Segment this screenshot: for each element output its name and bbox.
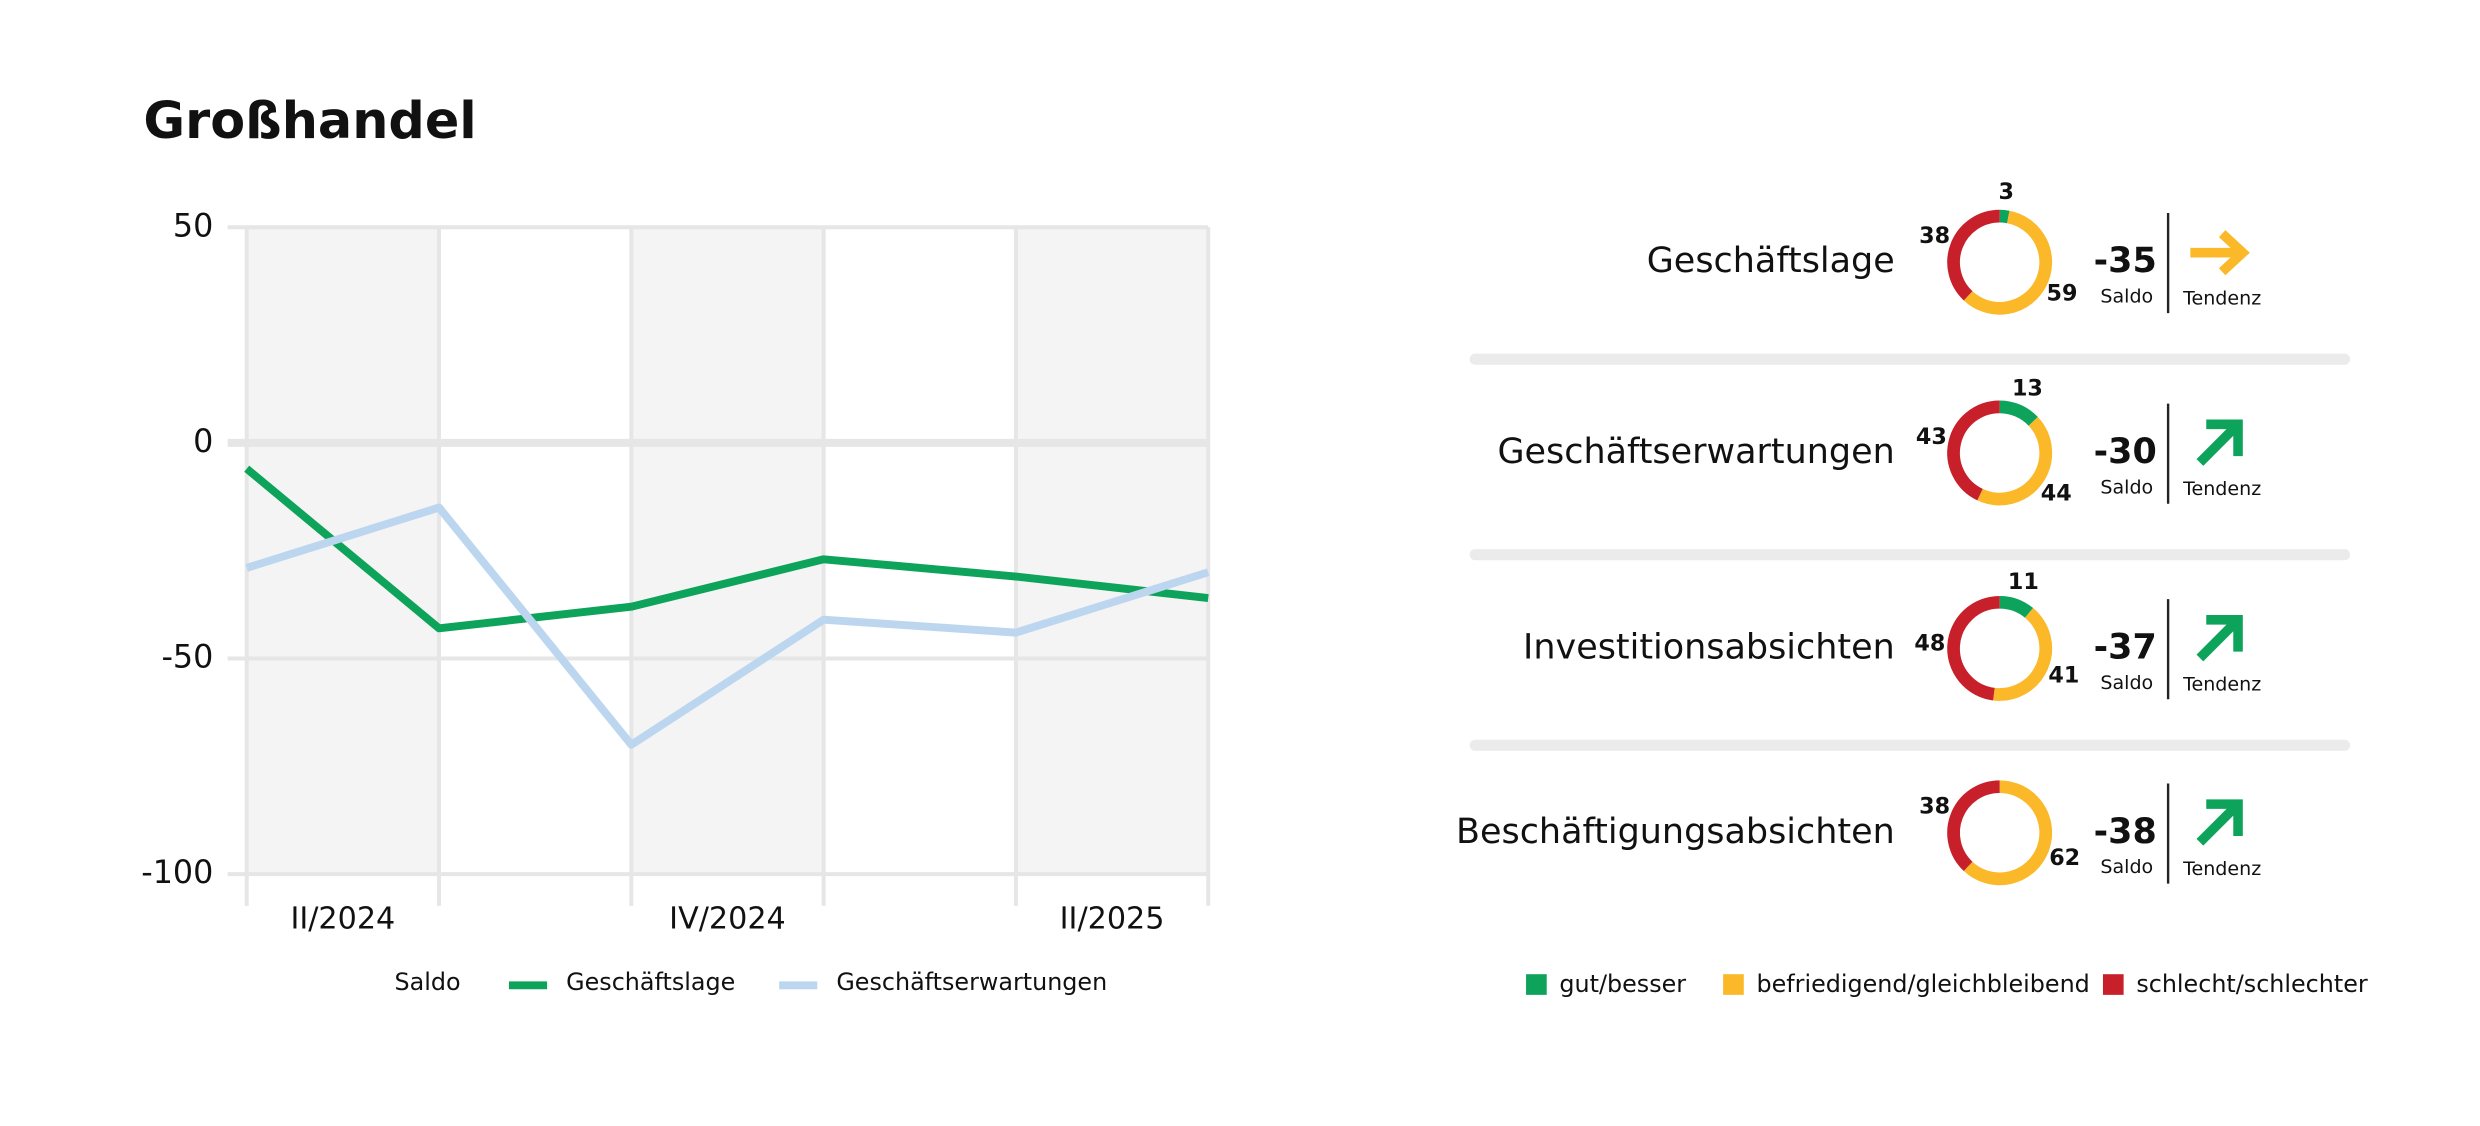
donut-label: 44 bbox=[2041, 481, 2072, 507]
donut-segment bbox=[1963, 780, 2053, 886]
donut-segment bbox=[1977, 417, 2053, 506]
donut-label: 59 bbox=[2046, 280, 2077, 306]
donut-label: 41 bbox=[2048, 663, 2079, 689]
donut-label: 38 bbox=[1919, 794, 1950, 820]
donut-segment bbox=[1999, 209, 2010, 224]
trend-arrow bbox=[2190, 230, 2250, 276]
saldo-value: -38 bbox=[2094, 812, 2157, 852]
row-title: Beschäftigungsabsichten bbox=[1456, 812, 1895, 852]
donut-label: 62 bbox=[2049, 845, 2080, 871]
page-title: Großhandel bbox=[143, 91, 476, 150]
line-series bbox=[245, 503, 1210, 749]
trend-label: Tendenz bbox=[2182, 858, 2261, 880]
trend-label: Tendenz bbox=[2182, 478, 2261, 500]
trend-label: Tendenz bbox=[2182, 673, 2261, 695]
legend-label: gut/besser bbox=[1559, 970, 1686, 998]
saldo-label: Saldo bbox=[2100, 856, 2153, 878]
x-tick-label: IV/2024 bbox=[669, 902, 786, 937]
donut-segment bbox=[1947, 595, 2000, 701]
legend-label: befriedigend/gleichbleibend bbox=[1757, 970, 2090, 998]
donut-label: 43 bbox=[1916, 424, 1947, 450]
donut-label: 38 bbox=[1919, 223, 1950, 249]
y-tick-label: -100 bbox=[141, 855, 213, 891]
donut-label: 48 bbox=[1914, 631, 1945, 657]
trend-arrow bbox=[2196, 615, 2243, 662]
donut-segment bbox=[1999, 400, 2038, 426]
saldo-label: Saldo bbox=[2100, 476, 2153, 498]
saldo-value: -37 bbox=[2094, 627, 2157, 667]
y-tick-label: 0 bbox=[193, 424, 213, 460]
legend-label: Geschäftslage bbox=[566, 968, 735, 996]
donut-segment bbox=[1993, 608, 2053, 701]
donut-segment bbox=[1947, 209, 2000, 301]
legend-label: schlecht/schlechter bbox=[2136, 970, 2368, 998]
trend-arrow bbox=[2196, 799, 2243, 846]
trend-label: Tendenz bbox=[2182, 287, 2261, 309]
band bbox=[631, 227, 824, 875]
band bbox=[1015, 227, 1209, 875]
donut-label: 3 bbox=[1998, 179, 2013, 205]
legend-swatch bbox=[1723, 974, 1744, 995]
y-tick-label: -50 bbox=[161, 639, 213, 675]
row-title: Investitionsabsichten bbox=[1523, 627, 1895, 667]
donut-label: 13 bbox=[2012, 375, 2043, 401]
x-tick-label: II/2024 bbox=[290, 902, 395, 937]
line-series bbox=[244, 465, 1209, 633]
row-title: Geschäftslage bbox=[1647, 241, 1895, 281]
saldo-value: -30 bbox=[2094, 432, 2157, 472]
legend-swatch bbox=[1526, 974, 1547, 995]
x-tick-label: II/2025 bbox=[1060, 902, 1165, 937]
row-title: Geschäftserwartungen bbox=[1497, 432, 1894, 472]
legend-label: Geschäftserwartungen bbox=[836, 968, 1107, 996]
donut-segment bbox=[1963, 210, 2053, 315]
donut-segment bbox=[1947, 780, 2000, 871]
donut-segment bbox=[1947, 400, 2000, 501]
saldo-label: Saldo bbox=[2100, 286, 2153, 308]
saldo-value: -35 bbox=[2094, 241, 2157, 281]
saldo-label: Saldo bbox=[2100, 672, 2153, 694]
trend-arrow bbox=[2196, 419, 2243, 466]
donut-label: 11 bbox=[2008, 569, 2039, 595]
y-tick-label: 50 bbox=[173, 208, 213, 244]
donut-segment bbox=[1999, 595, 2034, 619]
legend-swatch bbox=[2102, 974, 2124, 995]
legend-title: Saldo bbox=[395, 968, 461, 996]
